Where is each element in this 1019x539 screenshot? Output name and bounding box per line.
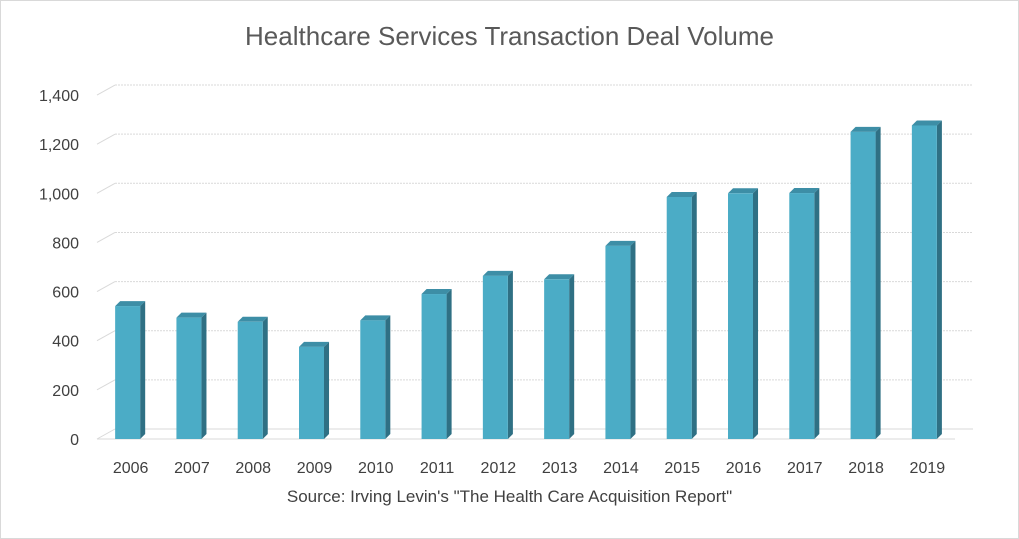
x-tick-label: 2008 bbox=[235, 460, 271, 477]
y-tick-label: 1,400 bbox=[39, 88, 79, 105]
y-tick-label: 200 bbox=[52, 383, 79, 400]
x-tick-label: 2009 bbox=[297, 460, 333, 477]
gridline-depth bbox=[96, 330, 116, 342]
gridline-depth bbox=[96, 232, 116, 243]
x-tick-label: 2011 bbox=[420, 460, 455, 477]
x-tick-label: 2010 bbox=[358, 460, 394, 477]
bar bbox=[544, 274, 575, 439]
x-tick-label: 2017 bbox=[787, 460, 823, 477]
gridline-depth bbox=[96, 182, 116, 194]
bar bbox=[421, 289, 452, 439]
x-tick-label: 2013 bbox=[542, 460, 578, 477]
bar bbox=[237, 316, 268, 439]
chart-source: Source: Irving Levin's "The Health Care … bbox=[286, 487, 733, 506]
x-tick-label: 2019 bbox=[910, 460, 946, 477]
x-tick-label: 2007 bbox=[174, 460, 210, 477]
x-tick-label: 2016 bbox=[726, 460, 762, 477]
gridline-depth bbox=[96, 281, 116, 293]
y-tick-label: 800 bbox=[52, 235, 79, 252]
bar bbox=[360, 315, 391, 439]
x-tick-label: 2015 bbox=[664, 460, 700, 477]
bar bbox=[115, 301, 146, 439]
gridline-depth bbox=[96, 379, 116, 391]
bar bbox=[789, 188, 820, 439]
x-tick-label: 2012 bbox=[481, 460, 517, 477]
bar bbox=[911, 120, 942, 439]
y-tick-label: 1,200 bbox=[39, 137, 79, 154]
bar bbox=[666, 191, 697, 439]
chart-title: Healthcare Services Transaction Deal Vol… bbox=[245, 21, 774, 51]
y-tick-label: 400 bbox=[52, 334, 79, 351]
x-tick-label: 2006 bbox=[113, 460, 149, 477]
gridline-depth bbox=[96, 84, 116, 96]
gridline-depth bbox=[96, 133, 116, 145]
bar bbox=[176, 312, 207, 439]
y-tick-label: 0 bbox=[70, 432, 79, 449]
gridline-depth bbox=[96, 428, 116, 440]
bar bbox=[728, 188, 759, 439]
bar bbox=[605, 240, 636, 439]
y-tick-label: 1,000 bbox=[39, 186, 79, 203]
x-tick-label: 2018 bbox=[848, 460, 884, 477]
chart-plot: 0 200 400 600 800 1,000 1,200 1,400 2006 2007 200… bbox=[39, 84, 973, 477]
y-tick-label: 600 bbox=[52, 285, 79, 302]
bar bbox=[850, 126, 881, 439]
x-tick-label: 2014 bbox=[603, 460, 639, 477]
bar bbox=[482, 270, 513, 439]
bar bbox=[299, 341, 330, 439]
